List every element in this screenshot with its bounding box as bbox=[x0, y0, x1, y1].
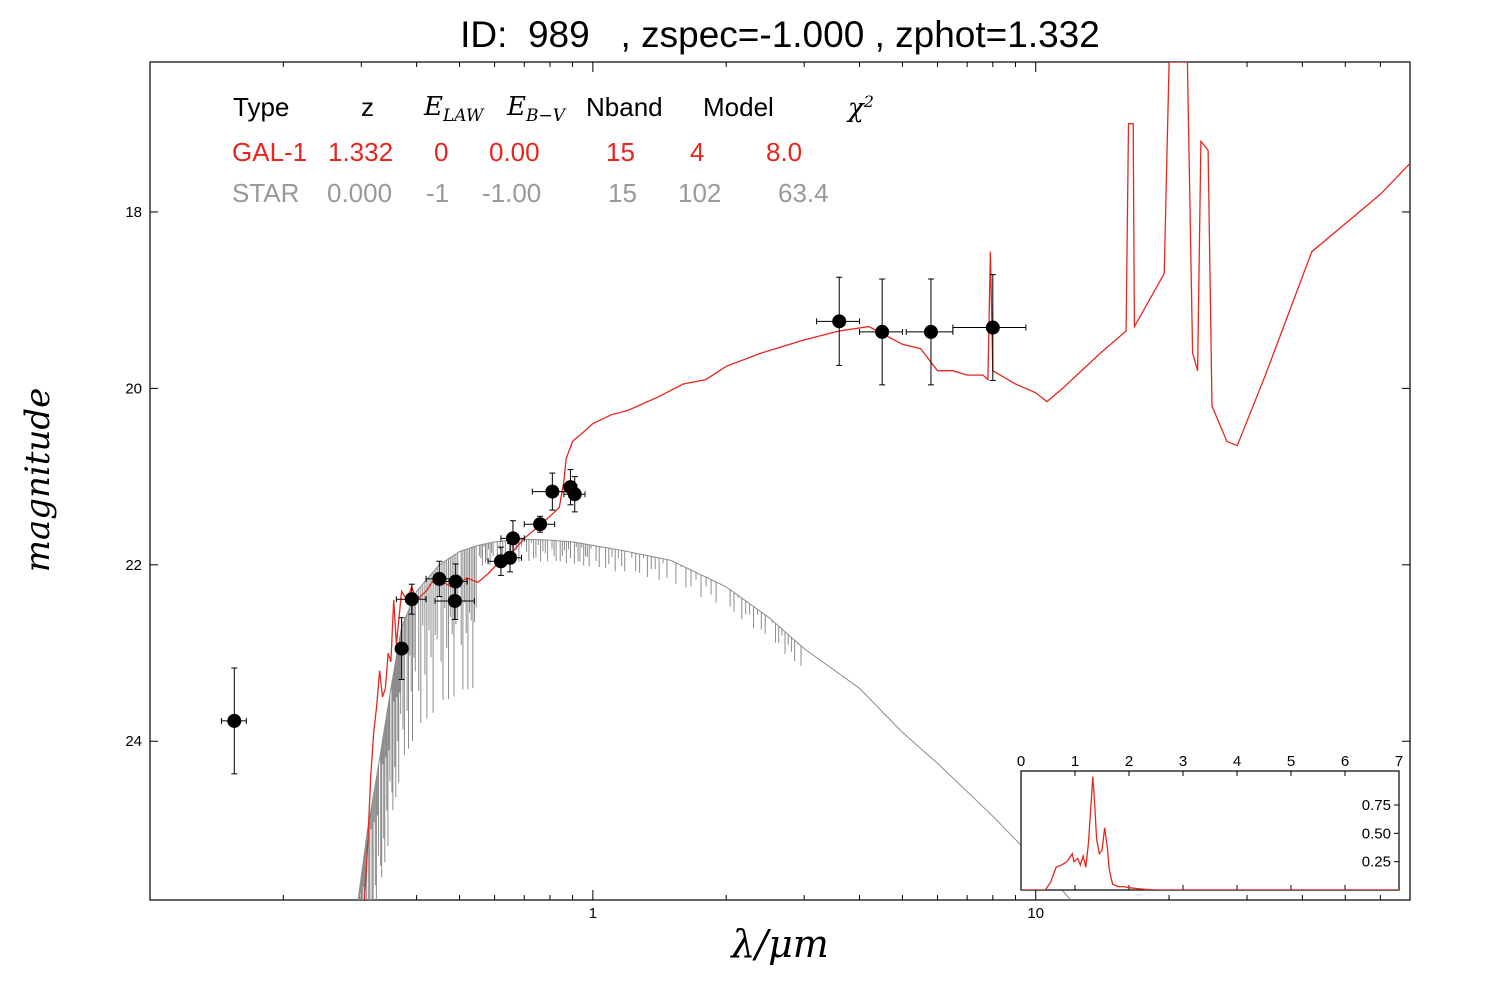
data-marker bbox=[923, 324, 938, 339]
row-nband: 15 bbox=[606, 137, 635, 167]
inset-frame bbox=[1020, 770, 1400, 891]
data-marker bbox=[448, 574, 463, 589]
y-tick-label: 20 bbox=[125, 380, 142, 397]
inset-x-tick-label: 0 bbox=[1017, 753, 1025, 770]
data-point bbox=[858, 278, 903, 386]
data-point bbox=[905, 278, 954, 386]
header-z: z bbox=[361, 92, 374, 122]
data-point bbox=[816, 276, 860, 366]
data-point bbox=[395, 583, 427, 615]
header-type: Type bbox=[233, 92, 290, 122]
star-sed-line bbox=[357, 538, 1072, 900]
plot-frame bbox=[149, 61, 1411, 901]
inset-y-tick-label: 0.50 bbox=[1362, 825, 1391, 842]
row-nband: 15 bbox=[608, 178, 637, 208]
data-marker bbox=[404, 592, 419, 607]
data-marker bbox=[533, 517, 548, 532]
header-elaw: ELAW bbox=[424, 92, 484, 127]
data-marker bbox=[832, 314, 847, 329]
data-point bbox=[443, 563, 468, 600]
data-marker bbox=[567, 487, 582, 502]
row-model: 4 bbox=[690, 137, 705, 167]
row-ebv: 0.00 bbox=[489, 137, 540, 167]
row-z: 0.000 bbox=[327, 178, 393, 208]
data-marker bbox=[875, 324, 890, 339]
inset-x-tick-label: 3 bbox=[1179, 753, 1187, 770]
y-tick-label: 24 bbox=[125, 733, 142, 750]
data-marker bbox=[545, 484, 560, 499]
data-marker bbox=[227, 713, 242, 728]
inset-curve-group bbox=[1021, 776, 1399, 890]
inset-x-tick-label: 7 bbox=[1395, 753, 1403, 770]
inset-y-tick-label: 0.25 bbox=[1362, 854, 1391, 871]
row-chi2: 63.4 bbox=[778, 178, 829, 208]
data-point bbox=[531, 472, 569, 511]
data-point bbox=[425, 560, 453, 598]
y-axis-label: magnitude bbox=[18, 387, 58, 573]
row-type: GAL-1 bbox=[232, 137, 308, 167]
inset-plot-area: 0 1 2 3 4 5 6 7 0.25 0.50 0.75 bbox=[1017, 753, 1403, 891]
data-point bbox=[500, 520, 525, 557]
row-type: STAR bbox=[232, 178, 300, 208]
data-marker bbox=[447, 593, 462, 608]
x-axis-label: λ/μm bbox=[731, 922, 829, 966]
row-model: 102 bbox=[678, 178, 722, 208]
row-chi2: 8.0 bbox=[766, 137, 803, 167]
inset-x-tick-label: 1 bbox=[1071, 753, 1079, 770]
inset-x-tick-label: 4 bbox=[1233, 753, 1241, 770]
y-tick-label: 18 bbox=[125, 204, 142, 221]
inset-x-tick-label: 2 bbox=[1125, 753, 1133, 770]
x-tick-label: 10 bbox=[1027, 905, 1044, 922]
row-ebv: -1.00 bbox=[482, 178, 542, 208]
data-marker bbox=[503, 550, 518, 565]
x-tick-label: 1 bbox=[589, 905, 597, 922]
header-chi2: χ2 bbox=[848, 92, 874, 124]
data-point bbox=[434, 581, 475, 620]
inset-y-tick-label: 0.75 bbox=[1362, 797, 1391, 814]
data-point bbox=[563, 476, 586, 513]
data-point bbox=[394, 617, 409, 680]
data-point bbox=[952, 274, 1027, 381]
data-point bbox=[220, 667, 247, 775]
inset-x-tick-label: 6 bbox=[1341, 753, 1349, 770]
data-marker bbox=[432, 571, 447, 586]
header-nband: Nband bbox=[586, 92, 663, 122]
header-model: Model bbox=[703, 92, 774, 122]
row-z: 1.332 bbox=[328, 137, 394, 167]
data-point bbox=[523, 515, 556, 533]
header-ebv: EB−V bbox=[507, 92, 565, 127]
chart-title: ID: 989 , zspec=-1.000 , zphot=1.332 bbox=[460, 14, 1100, 55]
data-marker bbox=[505, 531, 520, 546]
pdf-line bbox=[1021, 776, 1399, 890]
row-elaw: -1 bbox=[426, 178, 450, 208]
inset-x-tick-label: 5 bbox=[1287, 753, 1295, 770]
data-marker bbox=[985, 320, 1000, 335]
data-marker bbox=[394, 641, 409, 656]
y-tick-label: 22 bbox=[125, 557, 142, 574]
row-elaw: 0 bbox=[434, 137, 449, 167]
data-point bbox=[497, 543, 522, 573]
